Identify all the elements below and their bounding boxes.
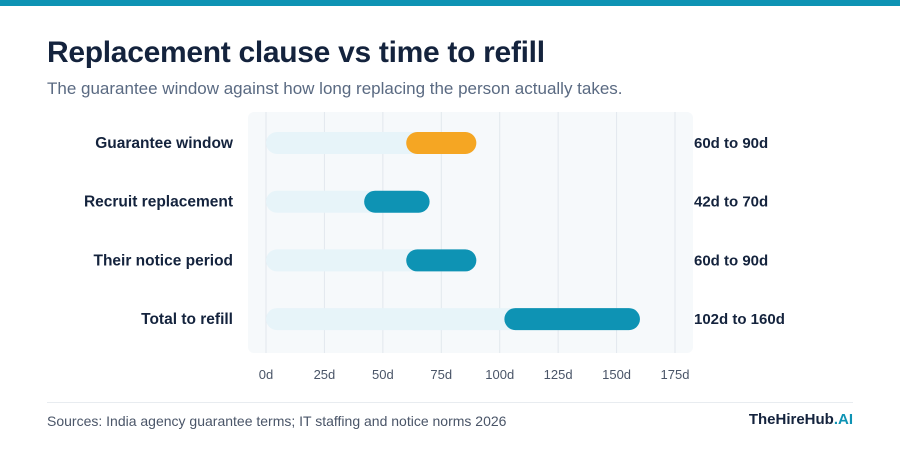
x-tick-label: 150d [602,367,631,382]
range-value-label: 102d to 160d [694,311,785,328]
category-label: Their notice period [93,252,233,269]
range-value-label: 60d to 90d [694,252,768,269]
brand-name: TheHireHub [748,411,834,428]
source-note: Sources: India agency guarantee terms; I… [47,413,507,429]
x-tick-label: 125d [544,367,573,382]
range-value-label: 42d to 70d [694,194,768,211]
highlight-range-bar [406,132,477,154]
x-tick-label: 75d [430,367,452,382]
chart-title: Replacement clause vs time to refill [47,36,545,69]
top-accent-bar [0,0,900,6]
range-chart: 0d 25d 50d 75d 100d 125d 150d 175d Guarantee win… [84,112,785,382]
category-label: Total to refill [141,311,233,328]
chart-subtitle: The guarantee window against how long re… [47,79,623,98]
range-value-label: 60d to 90d [694,135,768,152]
x-tick-label: 100d [485,367,514,382]
range-bar [504,308,640,331]
x-tick-label: 50d [372,367,394,382]
plot-area [248,112,693,353]
brand-suffix: .AI [833,411,853,428]
category-label: Recruit replacement [84,194,233,211]
x-tick-label: 0d [259,367,273,382]
range-bar [406,249,477,272]
footer-divider [47,402,853,403]
range-bar [364,190,430,213]
category-label: Guarantee window [95,135,234,152]
x-tick-label: 25d [314,367,336,382]
brand-logo: TheHireHub.AI [749,411,853,428]
x-tick-label: 175d [661,367,690,382]
